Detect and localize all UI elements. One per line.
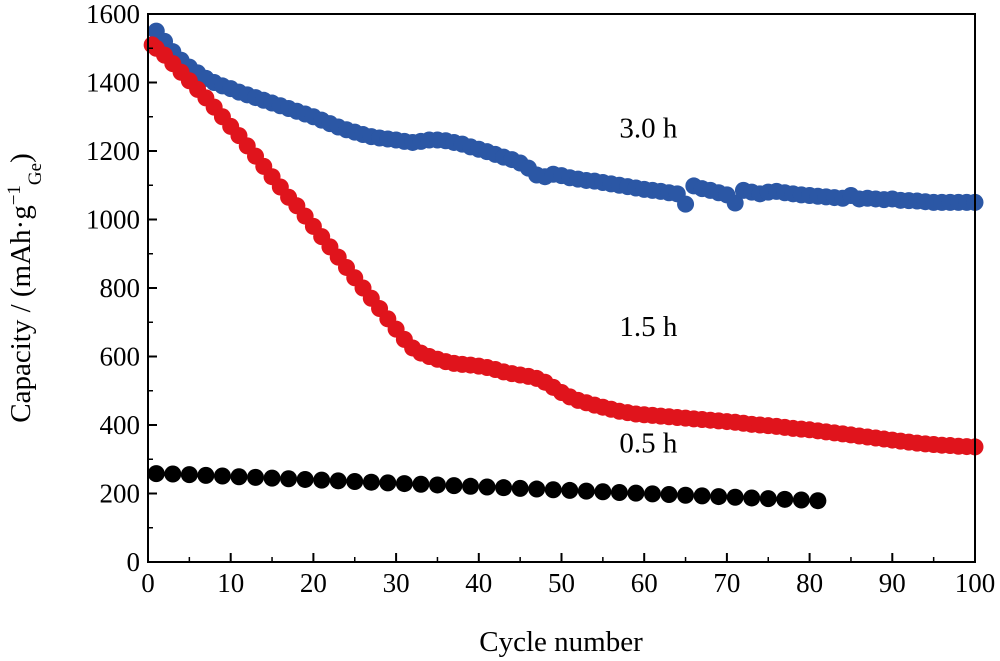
data-point <box>594 483 612 501</box>
x-tick-label: 0 <box>141 568 155 598</box>
data-marks <box>143 22 984 510</box>
data-point <box>445 477 463 495</box>
y-tick-label: 200 <box>100 479 141 509</box>
series-label: 3.0 h <box>619 112 678 144</box>
y-axis-title-sub: Ge <box>25 163 46 185</box>
data-point <box>544 481 562 499</box>
data-point <box>346 473 364 491</box>
data-point <box>478 478 496 496</box>
x-tick-label: 80 <box>796 568 823 598</box>
data-point <box>809 492 827 510</box>
data-point <box>743 489 761 507</box>
y-axis-title-main: Capacity / (mAh·g <box>5 205 37 422</box>
tick-labels: 0 10 20 30 40 50 60 70 80 90 100020040060080010001… <box>86 0 995 598</box>
data-point <box>197 466 215 484</box>
data-point <box>230 468 248 486</box>
data-point <box>561 481 579 499</box>
y-tick-label: 0 <box>127 547 141 577</box>
data-point <box>395 475 413 493</box>
data-point <box>329 472 347 490</box>
x-tick-label: 100 <box>955 568 996 598</box>
y-tick-label: 1000 <box>86 205 140 235</box>
data-point <box>213 467 231 485</box>
data-point <box>643 485 661 503</box>
data-point <box>577 482 595 500</box>
data-point <box>511 479 529 497</box>
x-tick-label: 10 <box>217 568 244 598</box>
data-point <box>776 490 794 508</box>
data-point <box>528 480 546 498</box>
data-point <box>610 483 628 501</box>
data-point <box>313 471 331 489</box>
data-point <box>412 475 430 493</box>
data-point <box>164 465 182 483</box>
x-tick-label: 20 <box>300 568 327 598</box>
series-label: 0.5 h <box>619 427 678 459</box>
data-point <box>677 486 695 504</box>
data-point <box>462 477 480 495</box>
y-tick-label: 800 <box>100 273 141 303</box>
data-point <box>627 484 645 502</box>
data-point <box>263 469 281 487</box>
data-point <box>759 490 777 508</box>
y-tick-label: 600 <box>100 342 141 372</box>
axis-ticks <box>147 13 976 563</box>
x-tick-label: 70 <box>713 568 740 598</box>
data-point <box>280 470 298 488</box>
data-point <box>495 479 513 497</box>
data-point <box>247 468 265 486</box>
series-1-5-h <box>143 36 984 456</box>
x-axis-title: Cycle number <box>479 626 643 658</box>
y-axis-title-sup: −1 <box>4 185 25 205</box>
y-tick-label: 1400 <box>86 68 140 98</box>
data-point <box>362 473 380 491</box>
x-tick-label: 60 <box>631 568 658 598</box>
x-tick-label: 40 <box>465 568 492 598</box>
data-point <box>710 488 728 506</box>
series-0-5-h <box>147 465 827 510</box>
y-axis-title-close: ) <box>5 153 37 163</box>
data-point <box>147 465 165 483</box>
y-tick-label: 1200 <box>86 136 140 166</box>
x-tick-label: 50 <box>548 568 575 598</box>
series-3-0-h <box>147 22 984 213</box>
x-tick-label: 90 <box>879 568 906 598</box>
x-tick-label: 30 <box>383 568 410 598</box>
series-labels: 3.0 h 1.5 h 0.5 h <box>619 112 678 459</box>
data-point <box>296 470 314 488</box>
data-point <box>677 195 695 213</box>
data-point <box>428 476 446 494</box>
series-label: 1.5 h <box>619 311 678 343</box>
y-axis-title: Capacity / (mAh·g−1Ge) <box>4 153 46 423</box>
data-point <box>693 487 711 505</box>
data-point <box>792 491 810 509</box>
data-point <box>726 488 744 506</box>
data-point <box>180 466 198 484</box>
y-tick-label: 400 <box>100 410 141 440</box>
data-point <box>660 486 678 504</box>
y-tick-label: 1600 <box>86 0 140 29</box>
data-point <box>379 474 397 492</box>
data-point <box>726 194 744 212</box>
